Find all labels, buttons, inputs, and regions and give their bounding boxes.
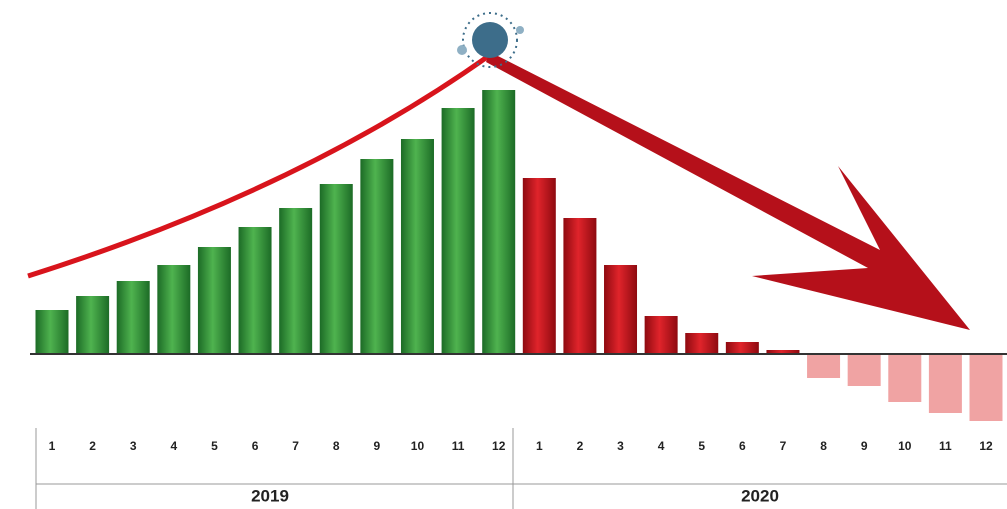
bar: [441, 108, 475, 354]
bars: [35, 90, 1003, 421]
x-tick-label: 6: [252, 439, 259, 453]
bar: [604, 265, 638, 354]
x-tick-label: 3: [130, 439, 137, 453]
bar: [563, 218, 597, 354]
bar: [725, 342, 759, 354]
bar: [116, 281, 150, 354]
x-tick-label: 1: [536, 439, 543, 453]
bar: [238, 227, 272, 354]
virus-icon: [457, 12, 524, 68]
x-tick-label: 11: [452, 439, 465, 453]
x-tick-label: 5: [211, 439, 218, 453]
bar: [766, 350, 800, 354]
bar: [76, 296, 110, 354]
year-label: 2020: [741, 486, 779, 505]
bar: [807, 354, 841, 378]
x-tick-label: 11: [939, 439, 952, 453]
bar: [888, 354, 922, 402]
year-label: 2019: [251, 486, 289, 505]
bar: [35, 310, 69, 354]
bar: [279, 208, 313, 354]
bar: [157, 265, 191, 354]
x-tick-label: 12: [492, 439, 506, 453]
x-tick-label: 9: [374, 439, 381, 453]
bar: [319, 184, 353, 354]
bar: [360, 159, 394, 354]
x-tick-label: 5: [698, 439, 705, 453]
x-tick-label: 10: [898, 439, 912, 453]
x-tick-label: 2: [577, 439, 584, 453]
x-tick-label: 3: [617, 439, 624, 453]
x-tick-label: 10: [411, 439, 425, 453]
bar: [400, 139, 434, 354]
bar: [969, 354, 1003, 421]
rise-curve: [27, 52, 492, 279]
x-tick-label: 7: [780, 439, 787, 453]
x-tick-label: 8: [333, 439, 340, 453]
x-tick-label: 12: [979, 439, 993, 453]
x-tick-label: 9: [861, 439, 868, 453]
x-tick-label: 6: [739, 439, 746, 453]
fall-arrow: [486, 52, 970, 330]
x-tick-label: 4: [658, 439, 665, 453]
bar: [482, 90, 516, 354]
bar: [197, 247, 231, 354]
bar: [685, 333, 719, 354]
x-tick-label: 8: [820, 439, 827, 453]
x-tick-label: 7: [292, 439, 299, 453]
x-tick-label: 1: [49, 439, 56, 453]
bar: [928, 354, 962, 413]
x-tick-label: 2: [89, 439, 96, 453]
bar: [522, 178, 556, 354]
bar: [847, 354, 881, 386]
x-tick-label: 4: [170, 439, 177, 453]
bar: [644, 316, 678, 354]
